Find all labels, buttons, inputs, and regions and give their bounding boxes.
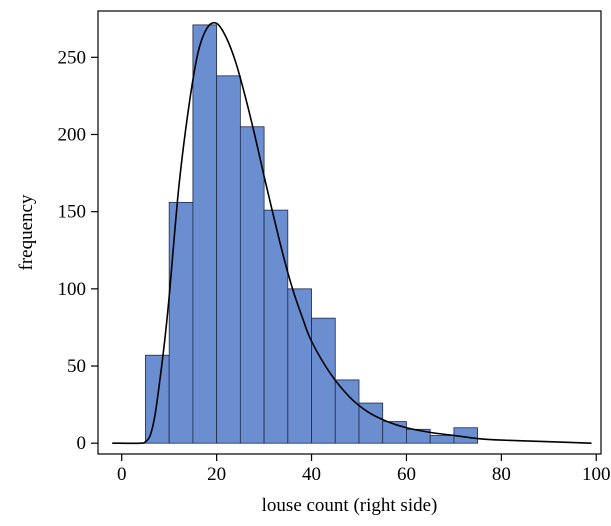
histogram-bar	[239, 126, 265, 444]
y-tick-label: 0	[77, 433, 87, 454]
y-axis-label: frequency	[16, 194, 37, 270]
x-axis-label: louse count (right side)	[262, 495, 438, 516]
x-tick-label: 0	[117, 464, 127, 485]
x-tick-label: 20	[207, 464, 226, 485]
y-tick-label: 200	[58, 124, 87, 145]
x-tick-label: 40	[302, 464, 321, 485]
y-tick-label: 150	[58, 202, 87, 223]
bars-layer	[145, 24, 479, 444]
x-axis-ticks: 0 20 40 60 80 100	[117, 454, 611, 485]
y-tick-label: 100	[58, 279, 87, 300]
x-tick-label: 80	[492, 464, 511, 485]
histogram-bar	[192, 24, 218, 444]
plot-frame	[97, 10, 602, 455]
x-tick-label: 60	[397, 464, 416, 485]
histogram-bar	[334, 379, 360, 444]
fitted-distribution-curve	[112, 21, 592, 445]
histogram-bar	[429, 435, 455, 444]
histogram-bar	[263, 209, 289, 444]
curve-layer	[112, 21, 592, 445]
histogram-bar	[168, 202, 194, 444]
y-tick-label: 50	[67, 356, 86, 377]
x-tick-label: 100	[582, 464, 611, 485]
y-tick-label: 250	[58, 47, 87, 68]
histogram-bar	[311, 317, 336, 444]
histogram-bar	[216, 75, 241, 444]
y-axis-ticks: 0 50 100 150 200 250	[58, 47, 98, 454]
